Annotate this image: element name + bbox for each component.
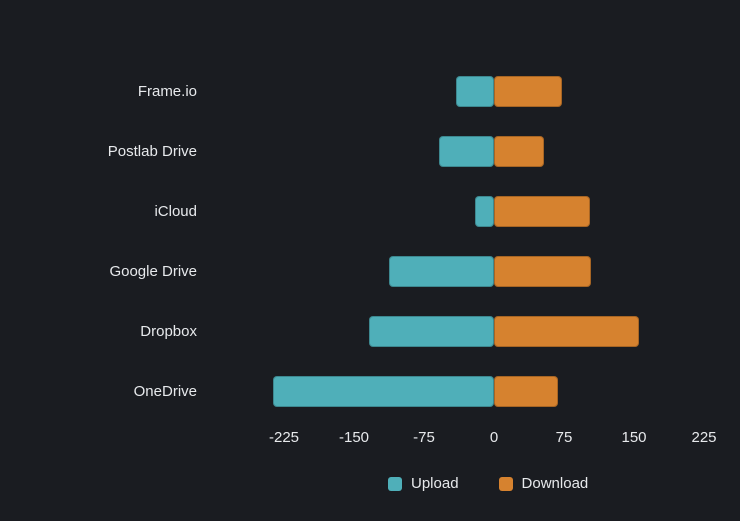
upload-bar-frame-io [455, 76, 494, 107]
x-tick-225: 225 [691, 429, 717, 446]
download-bar-icloud [494, 196, 591, 227]
legend-item-upload[interactable]: Upload [388, 476, 459, 492]
category-label-postlab-drive: Postlab Drive [107, 142, 197, 160]
download-bar-postlab-drive [494, 136, 545, 167]
x-tick-0: 0 [489, 429, 499, 446]
download-bar-google-drive [494, 256, 592, 287]
upload-bar-postlab-drive [438, 136, 494, 167]
x-tick-150: 150 [621, 429, 647, 446]
download-bar-onedrive [494, 376, 559, 407]
upload-bar-icloud [475, 196, 494, 227]
x-tick--150: -150 [338, 429, 370, 446]
category-label-onedrive: OneDrive [133, 382, 197, 400]
download-bar-frame-io [494, 76, 563, 107]
legend: Upload Download [388, 476, 588, 492]
legend-label-download: Download [521, 475, 589, 492]
download-bar-dropbox [494, 316, 639, 347]
upload-bar-onedrive [272, 376, 494, 407]
category-label-icloud: iCloud [154, 202, 197, 220]
legend-label-upload: Upload [411, 475, 459, 492]
x-tick-75: 75 [555, 429, 573, 446]
upload-bar-dropbox [368, 316, 494, 347]
legend-item-download[interactable]: Download [498, 475, 589, 492]
x-tick--225: -225 [268, 429, 300, 446]
category-label-dropbox: Dropbox [140, 322, 197, 340]
category-label-google-drive: Google Drive [109, 262, 197, 280]
x-tick--75: -75 [413, 429, 435, 446]
category-label-frame-io: Frame.io [137, 82, 197, 100]
download-swatch-icon [498, 477, 513, 491]
upload-bar-google-drive [389, 256, 494, 287]
upload-swatch-icon [388, 477, 402, 491]
